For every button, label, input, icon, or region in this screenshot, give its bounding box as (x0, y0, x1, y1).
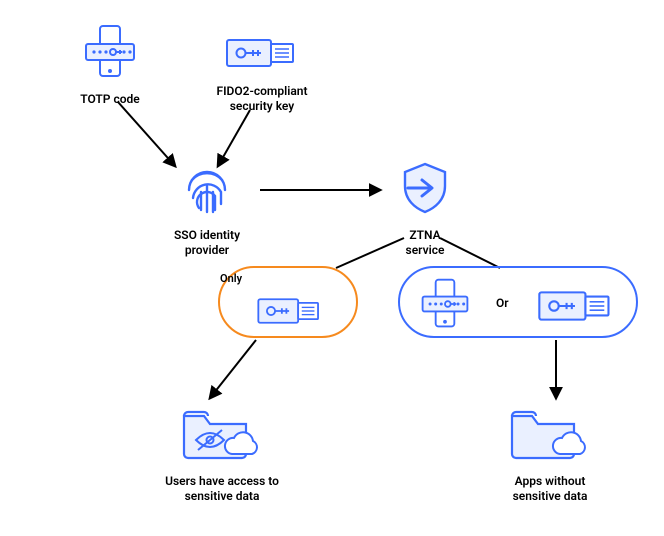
node-apps: Apps without sensitive data (470, 400, 630, 504)
edge-only-sensitive (210, 340, 256, 398)
pill-only-label: Only (220, 272, 356, 286)
node-totp: TOTP code (60, 22, 160, 107)
node-sensitive: Users have access to sensitive data (132, 400, 312, 504)
edge-fido2-sso (218, 110, 250, 166)
node-sso-label: SSO identity provider (152, 228, 262, 258)
phone-totp-icon (80, 22, 140, 82)
node-sensitive-label: Users have access to sensitive data (132, 474, 312, 504)
node-totp-label: TOTP code (60, 92, 160, 107)
node-fido2: FIDO2-compliant security key (192, 32, 332, 114)
pill-only: Only (218, 266, 358, 338)
shield-arrow-icon (398, 160, 452, 218)
diagram-canvas: TOTP code FIDO2-compliant security key (0, 0, 664, 536)
node-ztna: ZTNA service (380, 160, 470, 258)
folder-eye-cloud-icon (178, 400, 266, 464)
security-key-small-icon-2 (528, 284, 624, 328)
node-apps-label: Apps without sensitive data (470, 474, 630, 504)
fingerprint-icon (180, 164, 234, 218)
security-key-icon (223, 32, 301, 74)
security-key-small-icon (251, 292, 329, 330)
node-ztna-label: ZTNA service (380, 228, 470, 258)
edge-totp-sso (118, 102, 175, 166)
pill-either: Or (398, 266, 638, 338)
node-fido2-label: FIDO2-compliant security key (192, 84, 332, 114)
phone-totp-small-icon (414, 276, 476, 332)
pill-either-label: Or (496, 296, 509, 311)
folder-cloud-icon (506, 400, 594, 464)
node-sso: SSO identity provider (152, 164, 262, 258)
